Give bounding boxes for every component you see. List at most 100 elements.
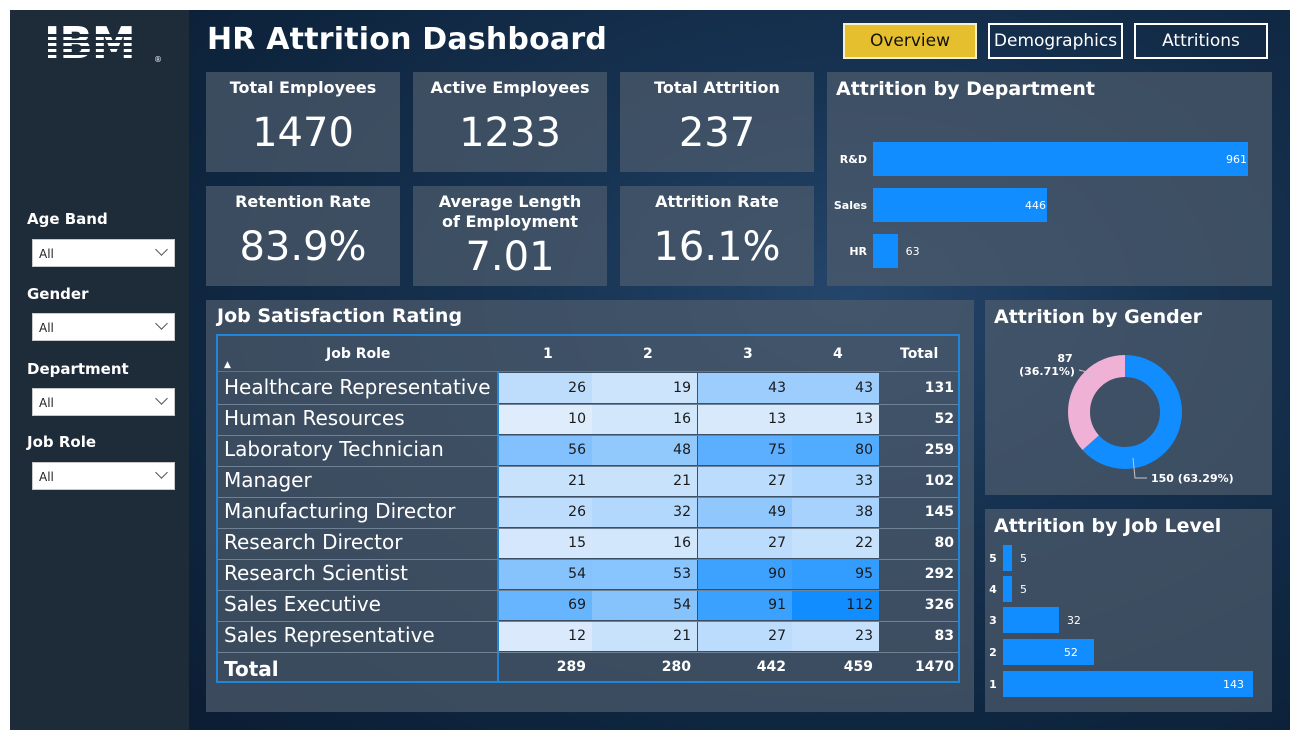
totals-row-label: Total [224,657,279,681]
job-level-bar-value: 143 [1223,678,1244,691]
kpi-label: Total Attrition [654,78,780,97]
table-cell: 43 [698,373,792,403]
kpi-value: 1233 [459,110,561,156]
main-area: HR Attrition Dashboard Overview Demograp… [189,10,1290,730]
kpi-label: Total Employees [229,78,377,97]
row-total: 80 [934,535,954,551]
row-divider [218,528,958,529]
tab-attritions[interactable]: Attritions [1134,23,1268,59]
job-satisfaction-table: Job Role ▲ 1 2 3 4 Total Healthcare Representat… [216,334,960,683]
department-category-label: Sales [833,199,867,212]
tab-demographics[interactable]: Demographics [988,23,1123,59]
table-cell: 69 [499,590,592,620]
filter-label-department: Department [27,360,129,378]
job-role-dropdown[interactable]: All [32,462,175,490]
department-dropdown[interactable]: All [32,388,175,416]
row-divider [218,404,958,405]
table-cell: 49 [698,497,792,527]
table-cell: 21 [499,466,592,496]
row-divider [218,621,958,622]
department-bar-value: 63 [905,245,920,258]
table-cell: 32 [592,497,697,527]
table-cell: 16 [592,404,697,434]
kpi-total-attrition: Total Attrition 237 [620,72,814,172]
table-cell: 21 [592,466,697,496]
row-divider [218,559,958,560]
gender-dropdown[interactable]: All [32,313,175,341]
department-bar-value: 961 [1226,153,1247,166]
donut-label-female-value: 87 [1057,352,1072,365]
table-cell: 95 [792,559,879,589]
table-cell: 16 [592,528,697,558]
donut-label-female-pct: (36.71%) [1019,365,1075,378]
dashboard-frame: IBM ® Age Band All Gender All Department… [10,10,1290,730]
table-cell: 21 [592,621,697,651]
row-divider [218,466,958,467]
age-band-dropdown[interactable]: All [32,239,175,267]
kpi-value: 7.01 [465,234,555,280]
job-level-bar [1003,545,1012,571]
job-level-category-label: 1 [989,678,997,691]
gender-value: All [39,321,54,335]
donut-leader-female [1078,369,1090,379]
job-level-category-label: 2 [989,646,997,659]
job-level-category-label: 3 [989,614,997,627]
panel-title: Attrition by Department [836,78,1095,100]
row-divider [218,435,958,436]
job-level-bar-value: 52 [1063,646,1078,659]
table-row-label: Manager [224,468,312,492]
filter-label-job-role: Job Role [27,433,97,451]
table-row-label: Sales Executive [224,592,381,616]
ibm-logo: IBM ® [44,20,164,68]
row-divider [218,497,958,498]
job-level-bar [1003,607,1059,633]
kpi-total-employees: Total Employees 1470 [206,72,400,172]
gender-donut-chart: 87(36.71%) 150 (63.29%) [1019,352,1234,485]
department-category-label: HR [849,245,867,258]
job-level-category-label: 5 [989,552,997,565]
department-bar [873,234,898,268]
tab-overview[interactable]: Overview [843,23,977,59]
registered-mark: ® [154,55,162,64]
donut-slice-female [1068,355,1182,469]
sort-ascending-icon: ▲ [224,360,231,370]
job-level-bar [1003,671,1253,697]
table-cell: 10 [499,404,592,434]
kpi-label: Average Length of Employment [438,192,582,231]
row-total: 145 [924,504,954,520]
table-cell: 12 [499,621,592,651]
table-cell: 15 [499,528,592,558]
job-level-category-label: 4 [989,583,997,596]
table-cell: 33 [792,466,879,496]
department-value: All [39,396,54,410]
table-row-label: Healthcare Representative [224,375,491,399]
table-cell: 80 [792,435,879,465]
job-role-value: All [39,470,54,484]
table-cell: 19 [592,373,697,403]
column-header-rating: 1 [543,346,553,362]
kpi-label: Retention Rate [235,192,371,211]
kpi-retention-rate: Retention Rate 83.9% [206,186,400,286]
kpi-average-length-of-employment: Average Length of Employment 7.01 [413,186,607,286]
chevron-down-icon [155,317,168,330]
attrition-by-gender-panel: Attrition by Gender 87 (36.71%) 150 (63.29… [985,300,1272,495]
job-level-bar-value: 5 [1020,552,1027,565]
table-cell: 22 [792,528,879,558]
row-total: 83 [934,628,954,644]
attrition-by-job-level-panel: Attrition by Job Level 5 5 4 5 3 32 2 52 1 143 [985,509,1272,712]
department-category-label: R&D [839,153,867,166]
sidebar: IBM ® Age Band All Gender All Department… [10,10,189,730]
table-cell: 26 [499,497,592,527]
job-level-bar-value: 32 [1066,614,1081,627]
table-cell: 38 [792,497,879,527]
column-header-rating: 2 [643,346,653,362]
filter-label-gender: Gender [27,285,89,303]
table-cell: 91 [698,590,792,620]
table-cell: 48 [592,435,697,465]
row-total: 102 [924,473,954,489]
panel-title: Attrition by Job Level [994,515,1222,537]
table-cell: 26 [499,373,592,403]
table-cell: 13 [698,404,792,434]
column-header-total: Total [900,346,939,362]
table-cell: 13 [792,404,879,434]
